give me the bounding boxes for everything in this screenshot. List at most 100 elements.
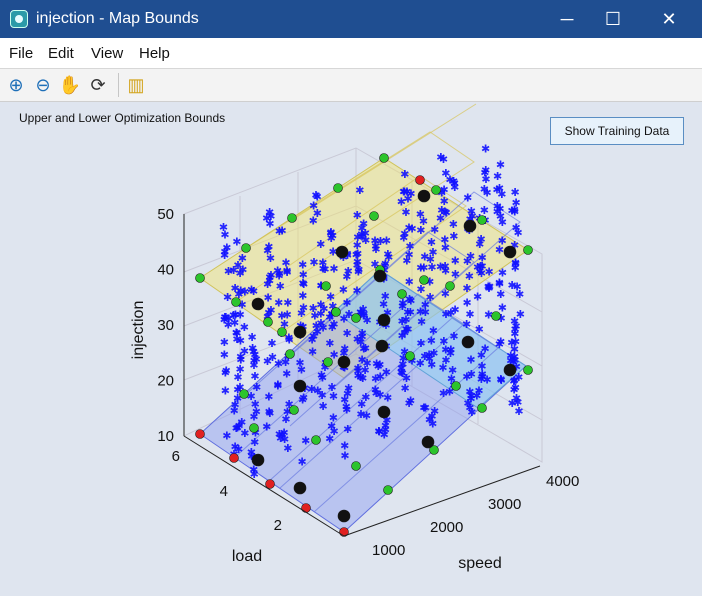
training-point: ✱ [370, 259, 379, 271]
color-bar-icon[interactable]: ▥ [127, 75, 145, 95]
menu-help[interactable]: Help [139, 45, 170, 62]
training-point: ✱ [320, 362, 329, 374]
training-point: ✱ [309, 216, 318, 228]
upper-node-black [293, 325, 307, 339]
training-point: ✱ [512, 198, 521, 210]
training-point: ✱ [496, 374, 505, 386]
training-point: ✱ [507, 338, 516, 350]
training-point: ✱ [397, 367, 406, 379]
training-point: ✱ [380, 430, 389, 442]
training-point: ✱ [484, 267, 493, 279]
training-point: ✱ [318, 390, 327, 402]
training-point: ✱ [466, 354, 475, 366]
training-point: ✱ [511, 321, 520, 333]
training-point: ✱ [263, 356, 272, 368]
training-point: ✱ [249, 464, 258, 476]
lower-node-red [301, 503, 311, 513]
pan-hand-icon[interactable]: ✋ [58, 75, 82, 95]
close-button[interactable]: ✕ [661, 9, 677, 29]
training-point: ✱ [299, 270, 308, 282]
training-point: ✱ [277, 310, 286, 322]
training-point: ✱ [425, 354, 434, 366]
title-bar[interactable]: injection - Map Bounds ─ ☐ ✕ [0, 0, 702, 38]
minimize-button[interactable]: ─ [560, 9, 574, 29]
rotate-3d-icon[interactable]: ⟳ [90, 75, 106, 95]
upper-node-green [419, 275, 429, 285]
training-point: ✱ [266, 211, 275, 223]
upper-node-green [431, 185, 441, 195]
training-point: ✱ [477, 268, 486, 280]
show-training-data-button[interactable]: Show Training Data [550, 117, 684, 145]
training-point: ✱ [250, 437, 259, 449]
menu-view[interactable]: View [91, 45, 124, 62]
training-point: ✱ [353, 232, 362, 244]
training-point: ✱ [247, 391, 256, 403]
training-point: ✱ [463, 398, 472, 410]
training-point: ✱ [465, 271, 474, 283]
training-point: ✱ [371, 241, 380, 253]
training-point: ✱ [514, 372, 523, 384]
training-point: ✱ [265, 219, 274, 231]
training-point: ✱ [398, 298, 407, 310]
upper-node-green [523, 245, 533, 255]
training-point: ✱ [465, 309, 474, 321]
training-point: ✱ [424, 350, 433, 362]
training-point: ✱ [250, 371, 259, 383]
training-point: ✱ [398, 331, 407, 343]
training-point: ✱ [439, 336, 448, 348]
training-point: ✱ [276, 433, 285, 445]
training-point: ✱ [247, 447, 256, 459]
training-point: ✱ [249, 360, 258, 372]
training-point: ✱ [445, 386, 454, 398]
training-point: ✱ [316, 281, 325, 293]
training-point: ✱ [354, 267, 363, 279]
training-point: ✱ [352, 250, 361, 262]
training-point: ✱ [328, 301, 337, 313]
z-tick-label: 30 [157, 317, 174, 334]
training-point: ✱ [480, 184, 489, 196]
training-point: ✱ [316, 239, 325, 251]
menu-file[interactable]: File [9, 45, 34, 62]
bounds-3d-plot[interactable]: ✱✱✱✱✱✱✱✱✱✱✱✱✱✱✱✱✱✱✱✱✱✱✱✱✱✱✱✱✱✱✱✱✱✱✱✱✱✱✱✱… [0, 102, 702, 596]
training-point: ✱ [510, 351, 519, 363]
maximize-button[interactable]: ☐ [604, 9, 622, 29]
training-point: ✱ [233, 422, 242, 434]
zoom-out-icon[interactable]: ⊖ [35, 75, 51, 95]
training-point: ✱ [275, 226, 284, 238]
upper-node-green [369, 211, 379, 221]
training-point: ✱ [495, 278, 504, 290]
training-point: ✱ [318, 263, 327, 275]
training-point: ✱ [402, 186, 411, 198]
training-point: ✱ [405, 294, 414, 306]
training-point: ✱ [381, 320, 390, 332]
training-point: ✱ [325, 434, 334, 446]
training-point: ✱ [511, 337, 520, 349]
training-point: ✱ [511, 382, 520, 394]
menu-edit[interactable]: Edit [48, 45, 74, 62]
training-point: ✱ [371, 244, 380, 256]
training-point: ✱ [441, 288, 450, 300]
upper-node-green [397, 289, 407, 299]
training-point: ✱ [339, 348, 348, 360]
zoom-in-icon[interactable]: ⊕ [8, 75, 24, 95]
training-point: ✱ [250, 349, 259, 361]
training-point: ✱ [485, 282, 494, 294]
training-point: ✱ [309, 331, 318, 343]
training-point: ✱ [282, 368, 291, 380]
training-point: ✱ [477, 361, 486, 373]
training-point: ✱ [481, 165, 490, 177]
lower-node-red [195, 429, 205, 439]
training-point: ✱ [230, 406, 239, 418]
lower-node-green [523, 365, 533, 375]
training-point: ✱ [441, 355, 450, 367]
training-point: ✱ [236, 310, 245, 322]
training-point: ✱ [281, 257, 290, 269]
training-point: ✱ [484, 283, 493, 295]
training-point: ✱ [328, 231, 337, 243]
training-point: ✱ [309, 303, 318, 315]
training-point: ✱ [480, 205, 489, 217]
upper-node-black [375, 339, 389, 353]
training-point: ✱ [329, 426, 338, 438]
training-point: ✱ [416, 225, 425, 237]
training-point: ✱ [509, 376, 518, 388]
